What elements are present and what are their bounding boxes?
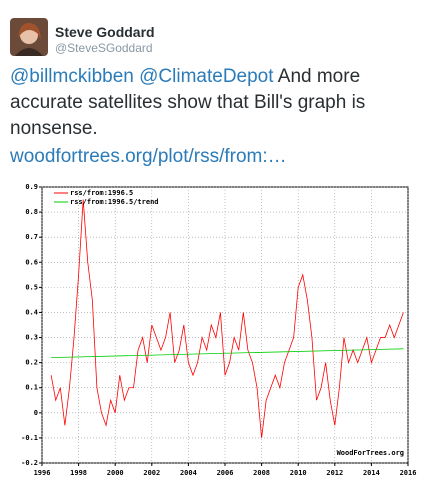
user-name[interactable]: Steve Goddard (55, 24, 155, 40)
mention[interactable]: @ClimateDepot (139, 66, 274, 87)
y-tick-label: 0.6 (25, 258, 38, 266)
chart: -0.2 -0.1 0 0.1 0.2 0.3 0.4 0.5 0.6 0.7 0.8 0.9 1996… (21, 183, 417, 477)
watermark: WoodForTrees.org (337, 449, 404, 457)
x-tick-label: 2012 (326, 469, 343, 477)
y-tick-label: -0.2 (21, 459, 38, 467)
x-tick-label: 2016 (400, 469, 417, 477)
tweet-text: @billmckibben @ClimateDepot And more acc… (10, 64, 430, 170)
y-tick-label: 0.2 (25, 359, 38, 367)
link[interactable]: woodfortrees.org/plot/rss/from:… (10, 146, 287, 167)
x-tick-label: 2008 (253, 469, 270, 477)
x-tick-label: 1996 (34, 469, 51, 477)
y-tick-label: -0.1 (21, 434, 38, 442)
x-tick-label: 2010 (290, 469, 307, 477)
x-tick-label: 2004 (180, 469, 197, 477)
y-tick-label: 0.5 (25, 283, 38, 291)
y-tick-label: 0.8 (25, 208, 38, 216)
x-tick-label: 1998 (70, 469, 87, 477)
x-tick-label: 2002 (143, 469, 160, 477)
user-handle[interactable]: @SteveSGoddard (55, 41, 153, 55)
y-tick-label: 0 (34, 409, 38, 417)
y-tick-label: 0.4 (25, 308, 38, 316)
x-tick-label: 2000 (107, 469, 124, 477)
series-line (50, 199, 404, 438)
tweet-body: And more accurate satellites show that B… (10, 66, 366, 139)
avatar[interactable] (10, 18, 48, 56)
series-line (51, 348, 404, 359)
mention[interactable]: @billmckibben (10, 66, 134, 87)
x-tick-label: 2014 (363, 469, 380, 477)
y-tick-label: 0.3 (25, 334, 38, 342)
y-tick-label: 0.1 (25, 384, 38, 392)
y-tick-label: 0.9 (25, 183, 38, 191)
y-tick-label: 0.7 (25, 233, 38, 241)
legend-label: rss/from:1996.5 (70, 189, 133, 197)
x-tick-label: 2006 (217, 469, 234, 477)
legend-label: rss/from:1996.5/trend (70, 198, 159, 206)
